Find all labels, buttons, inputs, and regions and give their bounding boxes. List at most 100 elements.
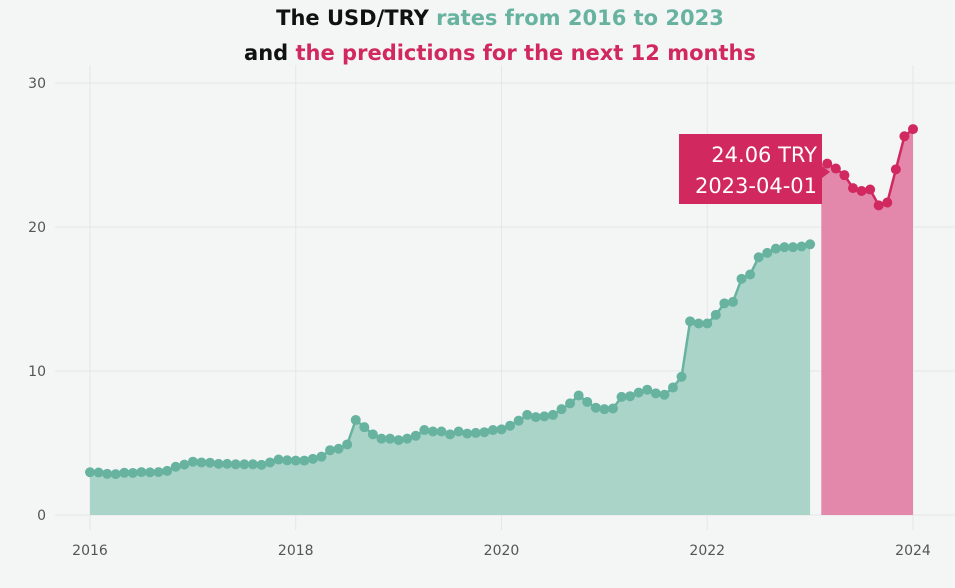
historical-point [685, 316, 696, 327]
historical-point [539, 411, 550, 422]
historical-point [179, 459, 190, 470]
title-prediction-highlight: the predictions for the next 12 months [295, 41, 756, 65]
historical-point [556, 404, 567, 415]
historical-point [573, 390, 584, 401]
historical-point [273, 454, 284, 465]
historical-point [487, 425, 498, 436]
historical-point [625, 391, 636, 402]
historical-point [153, 467, 164, 478]
chart-title-line-2: and the predictions for the next 12 mont… [0, 41, 955, 65]
historical-point [93, 467, 104, 478]
historical-point [136, 467, 147, 478]
historical-point [770, 243, 781, 254]
prediction-point [856, 186, 867, 196]
historical-point [196, 457, 207, 468]
historical-point [565, 398, 576, 409]
historical-point [727, 296, 738, 307]
prediction-point [865, 184, 876, 195]
historical-point [805, 239, 816, 250]
historical-area [90, 244, 811, 515]
historical-point [222, 458, 233, 469]
historical-point [402, 433, 413, 444]
historical-point [110, 469, 121, 480]
historical-point [239, 459, 250, 470]
historical-point [753, 252, 764, 263]
x-tick-label: 2022 [689, 543, 725, 559]
historical-point [436, 426, 447, 437]
historical-point [676, 371, 687, 382]
historical-point [702, 318, 713, 329]
historical-point [650, 388, 661, 399]
prediction-point [882, 197, 893, 208]
historical-point [779, 242, 790, 253]
tooltip-box [679, 134, 830, 204]
historical-point [376, 433, 387, 444]
historical-point [607, 403, 618, 414]
historical-point [453, 426, 464, 437]
historical-point [419, 425, 430, 436]
historical-point [247, 459, 258, 470]
historical-point [187, 456, 198, 467]
historical-point [719, 298, 730, 309]
historical-point [505, 420, 516, 431]
x-tick-label: 2018 [278, 543, 314, 559]
historical-point [410, 430, 421, 441]
chart-title-line-1: The USD/TRY rates from 2016 to 2023 [0, 6, 955, 30]
title-text: and [244, 41, 296, 65]
historical-point [213, 458, 224, 469]
historical-point [102, 468, 113, 479]
historical-point [170, 461, 181, 472]
historical-point [162, 465, 173, 476]
historical-point [693, 318, 704, 329]
historical-point [513, 415, 524, 426]
historical-point [547, 409, 558, 420]
historical-point [85, 467, 95, 478]
prediction-point [873, 200, 884, 211]
historical-point [787, 242, 798, 253]
historical-point [367, 429, 378, 440]
historical-point [282, 455, 293, 466]
historical-point [736, 273, 747, 284]
historical-point [265, 457, 276, 468]
prediction-point [847, 183, 858, 194]
historical-point [145, 467, 156, 478]
prediction-point [830, 163, 841, 174]
prediction-point [822, 158, 833, 169]
historical-point [127, 467, 138, 478]
y-tick-label: 0 [37, 508, 46, 524]
historical-point [307, 453, 318, 464]
historical-point [445, 429, 456, 440]
historical-point [205, 457, 216, 468]
prediction-point [890, 164, 901, 175]
historical-point [642, 384, 653, 395]
historical-point [325, 445, 336, 456]
historical-point [479, 427, 490, 438]
y-tick-label: 30 [28, 76, 46, 92]
historical-point [667, 382, 678, 393]
historical-point [462, 428, 473, 439]
hover-tooltip: 24.06 TRY 2023-04-01 [679, 134, 830, 204]
historical-point [530, 412, 541, 423]
historical-point [762, 247, 773, 258]
title-text: The USD/TRY [276, 6, 437, 30]
tooltip-date: 2023-04-01 [695, 174, 817, 198]
y-tick-label: 20 [28, 220, 46, 236]
historical-point [385, 433, 396, 444]
historical-point [333, 443, 344, 454]
x-tick-label: 2024 [895, 543, 931, 559]
title-historical-highlight: rates from 2016 to 2023 [436, 6, 724, 30]
historical-point [633, 387, 644, 398]
historical-point [342, 439, 353, 450]
x-tick-label: 2016 [72, 543, 108, 559]
x-tick-label: 2020 [484, 543, 520, 559]
historical-point [745, 269, 756, 280]
historical-point [350, 414, 361, 425]
historical-point [582, 396, 593, 407]
historical-point [119, 467, 130, 478]
historical-point [256, 459, 267, 470]
historical-point [393, 435, 404, 446]
historical-point [316, 451, 327, 462]
historical-point [616, 391, 627, 402]
historical-point [299, 455, 310, 466]
y-tick-label: 10 [28, 364, 46, 380]
